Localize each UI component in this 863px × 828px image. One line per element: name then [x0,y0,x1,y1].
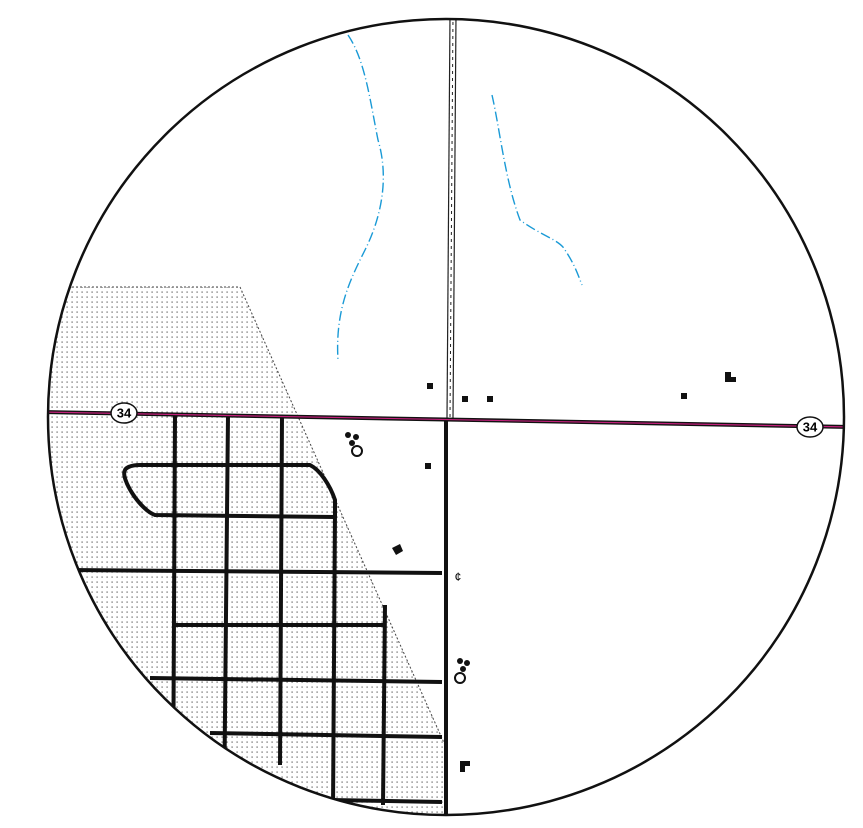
map-frame [46,17,846,817]
building [427,383,433,389]
stream [491,94,583,286]
railroad [446,19,451,419]
street [69,568,443,575]
street [331,509,337,811]
cemetery [464,660,470,666]
building [392,372,736,772]
highway-shield: 34 [110,402,138,424]
highway-shield [796,416,824,438]
street [209,731,443,739]
cemetery [345,432,470,684]
cemetery [457,658,463,664]
building [425,463,431,469]
highway-shield [110,402,138,424]
shield-label: 34 [117,405,132,420]
building [392,544,403,555]
railroad [452,19,457,419]
railroad [446,19,457,419]
building [487,396,493,402]
cemetery [353,434,359,440]
street [381,604,387,806]
stream [336,34,583,361]
cemetery [351,445,363,457]
stream [336,34,384,361]
street [329,798,443,804]
highway [48,411,844,428]
cemetery [454,672,466,684]
street [278,414,284,766]
railroad [449,19,454,419]
cemetery [460,666,466,672]
highway-shield: 34 [796,416,824,438]
building [725,372,736,382]
street [149,676,443,684]
street [122,463,337,519]
cemetery [345,432,351,438]
building [460,761,470,772]
cemetery [349,440,355,446]
shield-label: 34 [803,419,818,434]
building [681,393,687,399]
building [462,396,468,402]
street [171,414,177,815]
centerline-symbol: ¢ [455,570,462,584]
highway [48,410,844,429]
